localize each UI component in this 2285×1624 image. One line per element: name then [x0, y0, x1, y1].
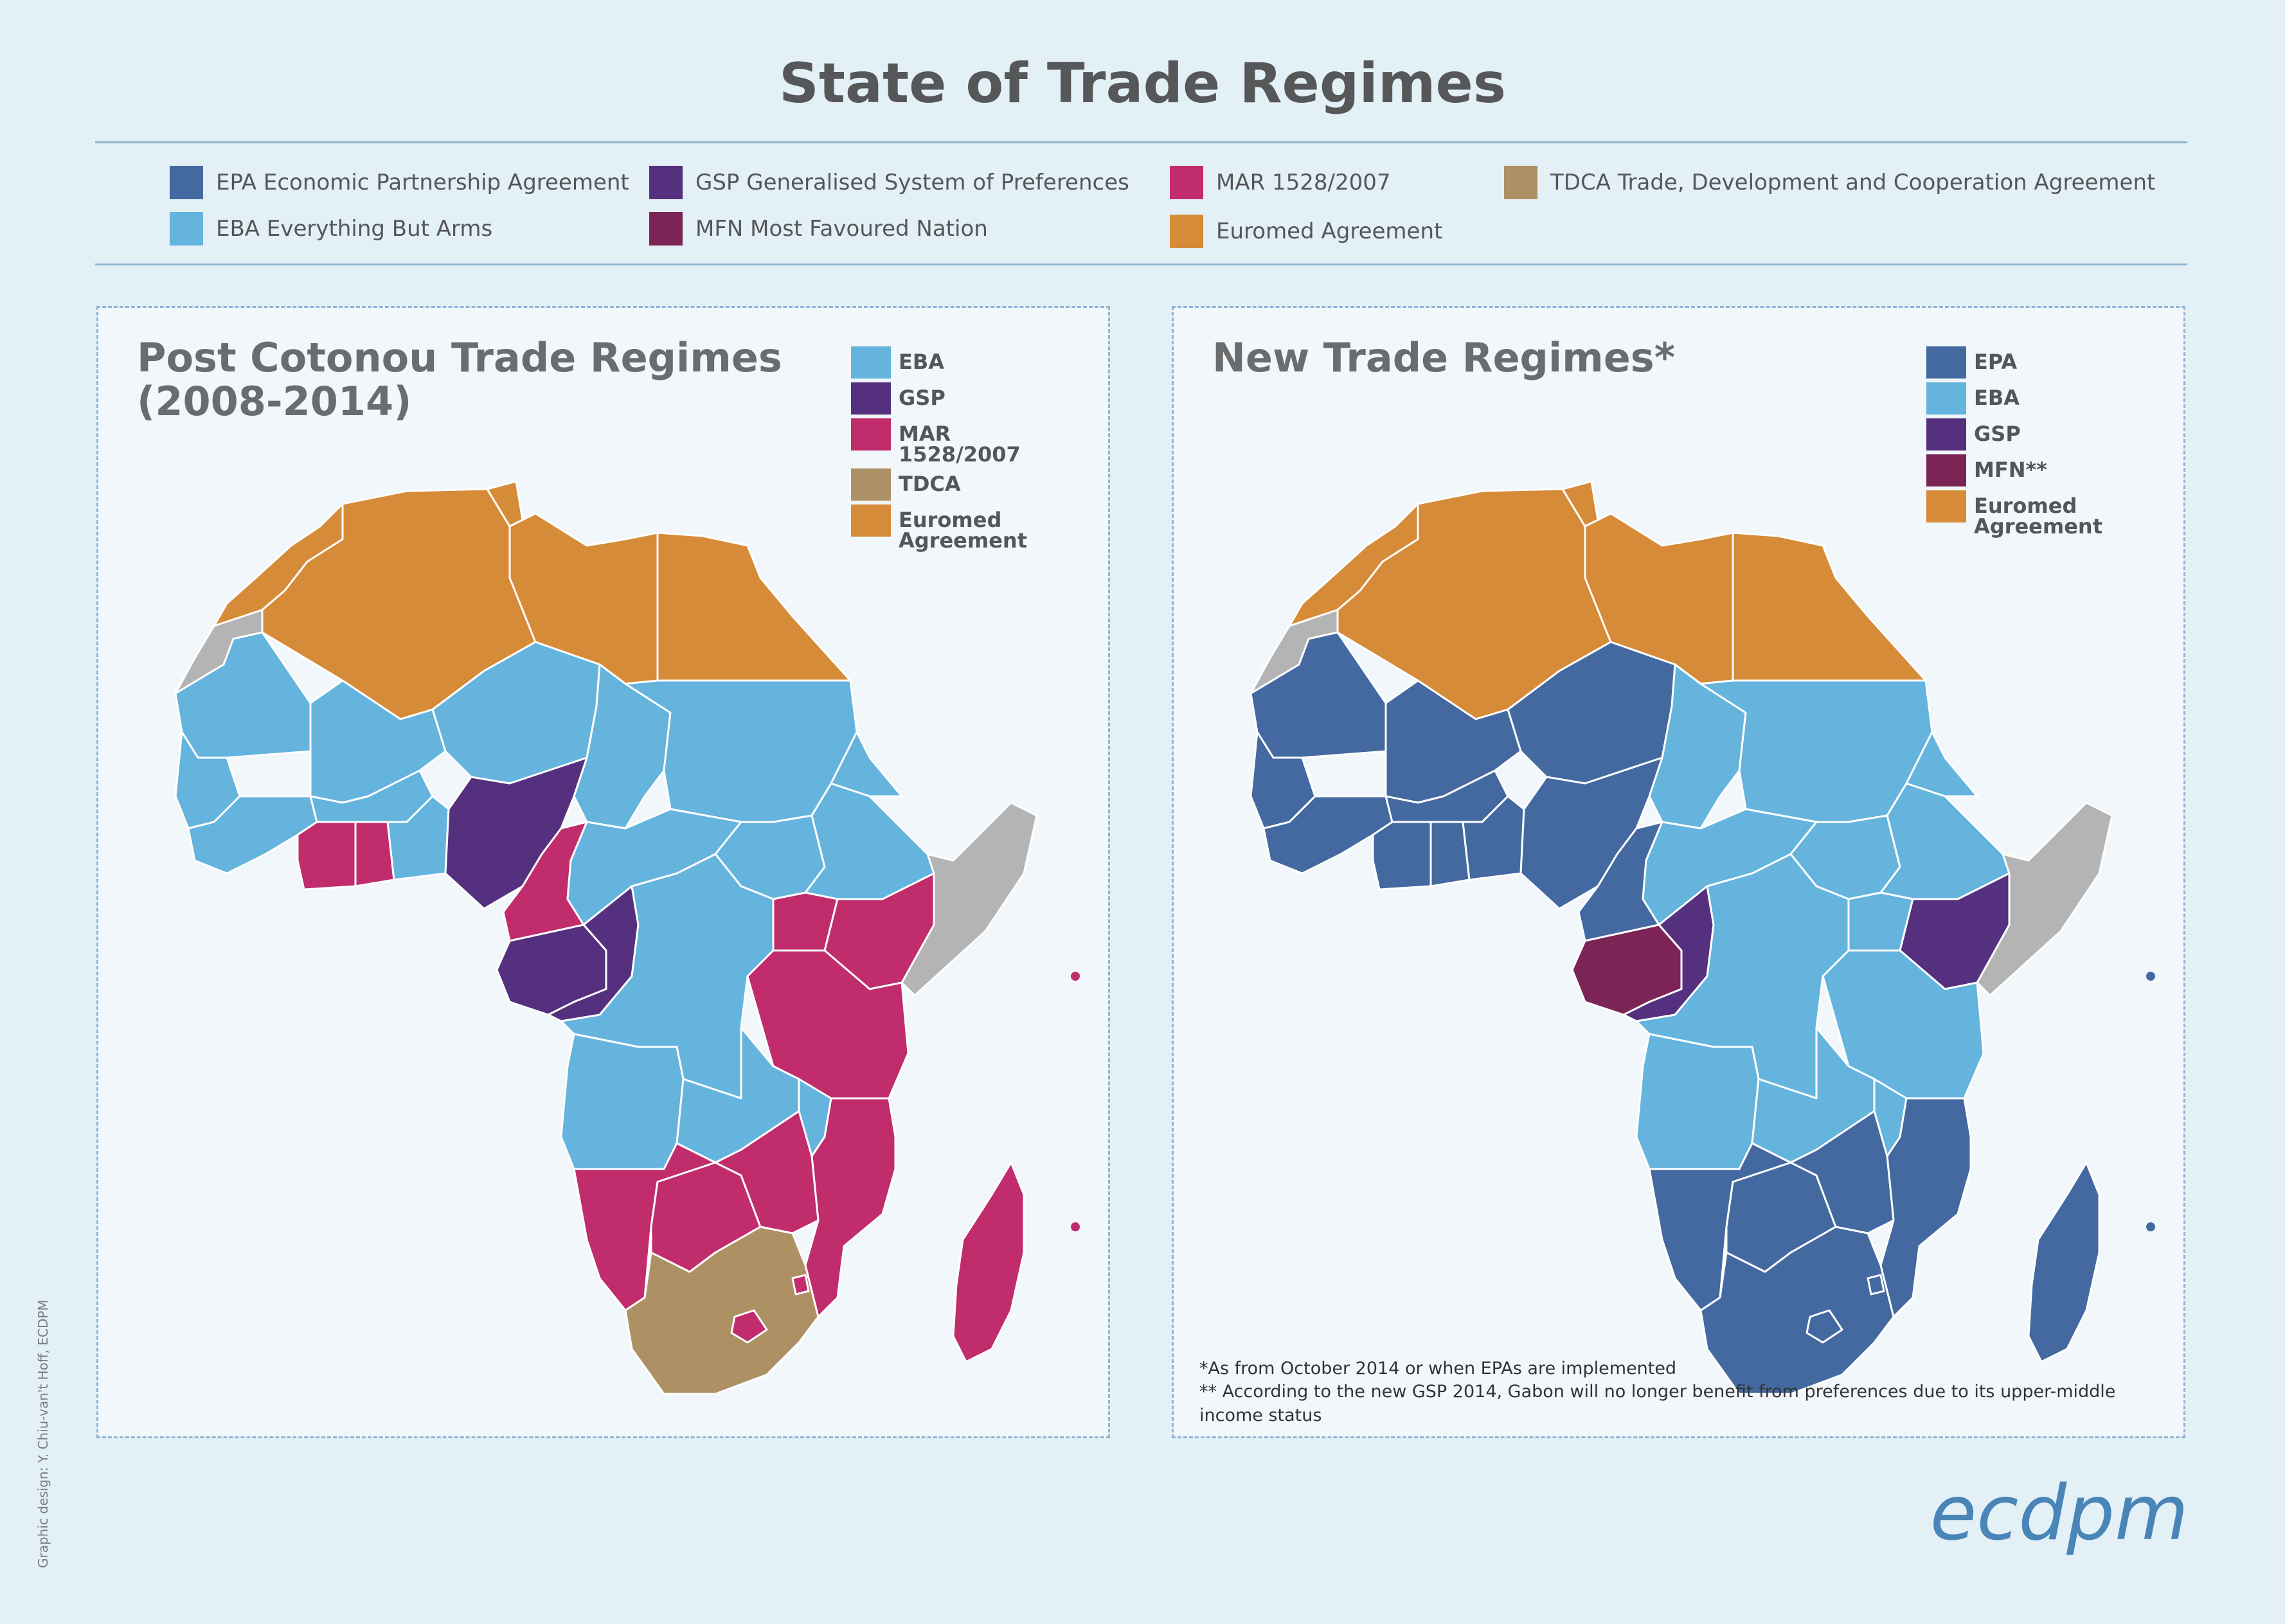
map-post-cotonou: [174, 480, 1080, 1395]
legend-label-gsp: GSP Generalised System of Preferences: [695, 170, 1129, 195]
country-lesotho: [730, 1309, 768, 1344]
key-label-euromed: Euromed Agreement: [1974, 494, 2102, 539]
country-swaziland: [791, 1274, 810, 1296]
ecdpm-logo: ecdpm: [1930, 1468, 2189, 1557]
country-mauritania: [174, 631, 312, 759]
island-seychelles: [1071, 972, 1080, 981]
legend-swatch-eba: [170, 212, 203, 245]
key-swatch-eba: [1926, 382, 1966, 415]
key-item-gsp: GSP: [851, 382, 1063, 415]
island-seychelles: [2146, 972, 2155, 981]
key-label-tdca: TDCA: [899, 472, 961, 496]
legend-item-epa: EPA Economic Partnership Agreement: [170, 166, 629, 199]
country-zimbabwe: [1789, 1110, 1895, 1235]
panel-title-line1: Post Cotonou Trade Regimes: [137, 334, 782, 381]
footnotes: *As from October 2014 or when EPAs are i…: [1199, 1357, 2183, 1427]
panel-key-new-regimes: EPA EBA GSP MFN** Euromed Agreement: [1926, 346, 2138, 540]
key-item-euromed: Euromed Agreement: [1926, 490, 2138, 537]
country-cote-divoire: [1372, 821, 1432, 891]
key-item-euromed: Euromed Agreement: [851, 504, 1063, 551]
legend-swatch-epa: [170, 166, 203, 199]
legend-item-gsp: GSP Generalised System of Preferences: [649, 166, 1129, 199]
country-mauritania: [1250, 631, 1387, 759]
panel-title-post-cotonou: Post Cotonou Trade Regimes (2008-2014): [137, 334, 782, 425]
key-swatch-mfn: [1926, 454, 1966, 486]
country-egypt: [1732, 531, 1927, 682]
design-credit: Graphic design: Y. Chiu-van't Hoff, ECDP…: [35, 1299, 51, 1568]
country-madagascar: [952, 1161, 1025, 1363]
key-swatch-euromed: [1926, 490, 1966, 522]
country-swaziland: [1867, 1274, 1885, 1296]
country-cote-divoire: [296, 821, 357, 891]
key-label-gsp: GSP: [899, 386, 945, 410]
legend-label-mfn: MFN Most Favoured Nation: [695, 216, 988, 242]
panel-new-regimes: New Trade Regimes* EPA EBA GSP MFN** Eur…: [1172, 306, 2185, 1438]
legend-label-mar: MAR 1528/2007: [1216, 170, 1391, 195]
key-swatch-gsp: [851, 382, 891, 415]
island-mauritius: [1071, 1222, 1080, 1231]
panel-post-cotonou: Post Cotonou Trade Regimes (2008-2014) E…: [96, 306, 1110, 1438]
key-item-mfn: MFN**: [1926, 454, 2138, 486]
key-item-tdca: TDCA: [851, 468, 1063, 501]
key-swatch-tdca: [851, 468, 891, 501]
panel-title-line2: (2008-2014): [137, 378, 412, 425]
legend-label-tdca: TDCA Trade, Development and Cooperation …: [1550, 170, 2156, 195]
country-eritrea: [830, 731, 903, 798]
key-label-euromed: Euromed Agreement: [899, 508, 1027, 553]
key-label-gsp: GSP: [1974, 422, 2021, 446]
legend-item-mar: MAR 1528/2007: [1170, 166, 1391, 199]
legend-swatch-mar: [1170, 166, 1203, 199]
top-rule: [95, 141, 2187, 143]
country-eritrea: [1905, 731, 1978, 798]
footnote-1: *As from October 2014 or when EPAs are i…: [1199, 1358, 1677, 1379]
legend-label-euromed: Euromed Agreement: [1216, 219, 1443, 244]
panel-title-new-regimes: New Trade Regimes*: [1212, 334, 1676, 381]
key-item-eba: EBA: [1926, 382, 2138, 415]
map-new-regimes: [1250, 480, 2155, 1395]
key-label-eba: EBA: [899, 350, 945, 374]
country-south-africa: [1699, 1226, 1895, 1395]
footnote-2: ** According to the new GSP 2014, Gabon …: [1199, 1382, 2116, 1425]
main-legend: EPA Economic Partnership Agreement EBA E…: [0, 0, 2285, 263]
key-swatch-euromed: [851, 504, 891, 537]
legend-item-eba: EBA Everything But Arms: [170, 212, 492, 245]
key-item-gsp: GSP: [1926, 418, 2138, 451]
legend-swatch-tdca: [1504, 166, 1537, 199]
key-label-mar: MAR 1528/2007: [899, 422, 1021, 467]
legend-label-eba: EBA Everything But Arms: [216, 216, 493, 242]
legend-swatch-gsp: [649, 166, 683, 199]
country-angola: [560, 1033, 685, 1170]
legend-item-euromed: Euromed Agreement: [1170, 215, 1442, 248]
panel-key-post-cotonou: EBA GSP MAR 1528/2007 TDCA Euromed Agree…: [851, 346, 1063, 555]
key-swatch-gsp: [1926, 418, 1966, 451]
key-label-mfn: MFN**: [1974, 458, 2047, 482]
country-angola: [1635, 1033, 1760, 1170]
bottom-rule: [95, 263, 2187, 265]
country-tanzania: [746, 949, 910, 1100]
country-zimbabwe: [714, 1110, 820, 1235]
island-mauritius: [2146, 1222, 2155, 1231]
legend-swatch-mfn: [649, 212, 683, 245]
key-item-epa: EPA: [1926, 346, 2138, 379]
country-tanzania: [1822, 949, 1985, 1100]
legend-swatch-euromed: [1170, 215, 1203, 248]
key-item-eba: EBA: [851, 346, 1063, 379]
legend-item-mfn: MFN Most Favoured Nation: [649, 212, 988, 245]
key-label-eba: EBA: [1974, 386, 2020, 410]
key-swatch-epa: [1926, 346, 1966, 379]
key-swatch-mar: [851, 418, 891, 451]
key-item-mar: MAR 1528/2007: [851, 418, 1063, 465]
country-egypt: [656, 531, 852, 682]
legend-item-tdca: TDCA Trade, Development and Cooperation …: [1504, 166, 2155, 199]
legend-label-epa: EPA Economic Partnership Agreement: [216, 170, 629, 195]
country-madagascar: [2027, 1161, 2101, 1363]
page-title: State of Trade Regimes: [778, 51, 1507, 116]
key-label-epa: EPA: [1974, 350, 2018, 374]
key-swatch-eba: [851, 346, 891, 379]
country-lesotho: [1806, 1309, 1843, 1344]
country-south-africa: [624, 1226, 820, 1395]
